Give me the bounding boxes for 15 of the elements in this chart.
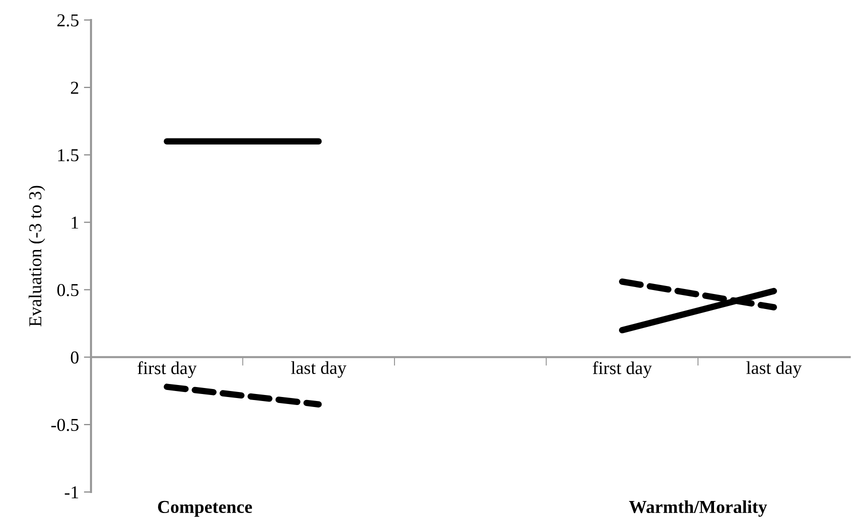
y-tick-label: 2	[70, 82, 78, 94]
y-tick-label: 0	[70, 351, 79, 364]
y-tick-label: 0.5	[57, 284, 78, 296]
x-tick-label: last day	[291, 361, 346, 378]
x-tick-label: first day	[138, 361, 197, 378]
y-tick-label: 1	[72, 216, 78, 229]
y-tick-label: 1.5	[58, 149, 78, 162]
y-tick-label: -1	[64, 486, 78, 498]
y-tick-label: 2.5	[57, 14, 78, 27]
y-axis-title: Evaluation (-3 to 3)	[28, 186, 46, 326]
text: Competence	[158, 500, 252, 517]
text: Warmth/Morality	[629, 500, 768, 517]
x-tick-label: last day	[746, 361, 802, 378]
y-tick-label: -0.5	[51, 418, 78, 432]
x-tick-label: first day	[592, 361, 652, 378]
